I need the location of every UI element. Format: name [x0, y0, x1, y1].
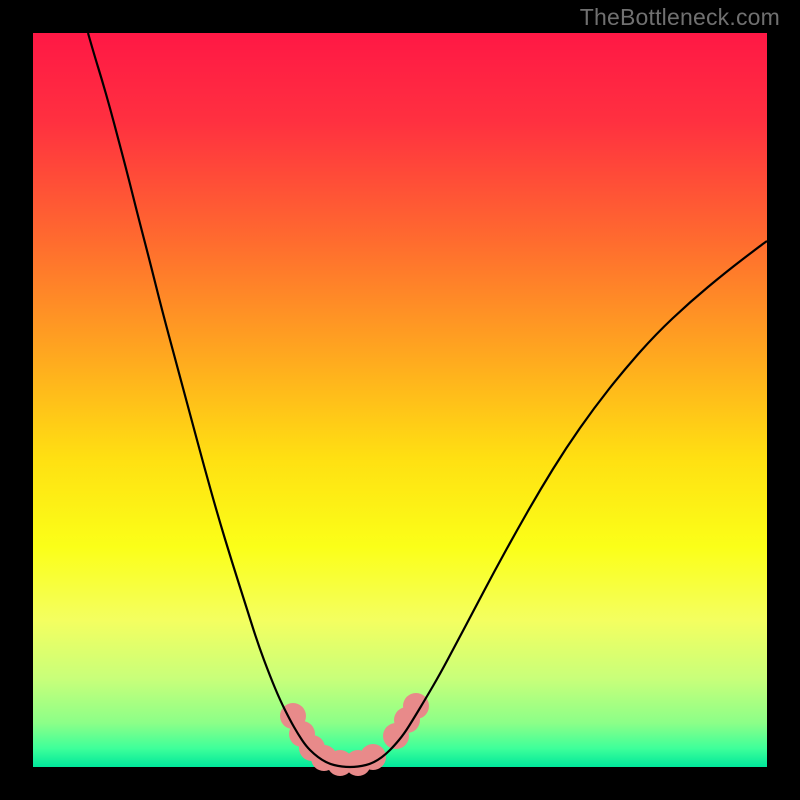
watermark-text: TheBottleneck.com: [580, 4, 780, 31]
chart-svg: [0, 0, 800, 800]
v-curve: [88, 33, 767, 767]
marker-group: [280, 693, 429, 776]
